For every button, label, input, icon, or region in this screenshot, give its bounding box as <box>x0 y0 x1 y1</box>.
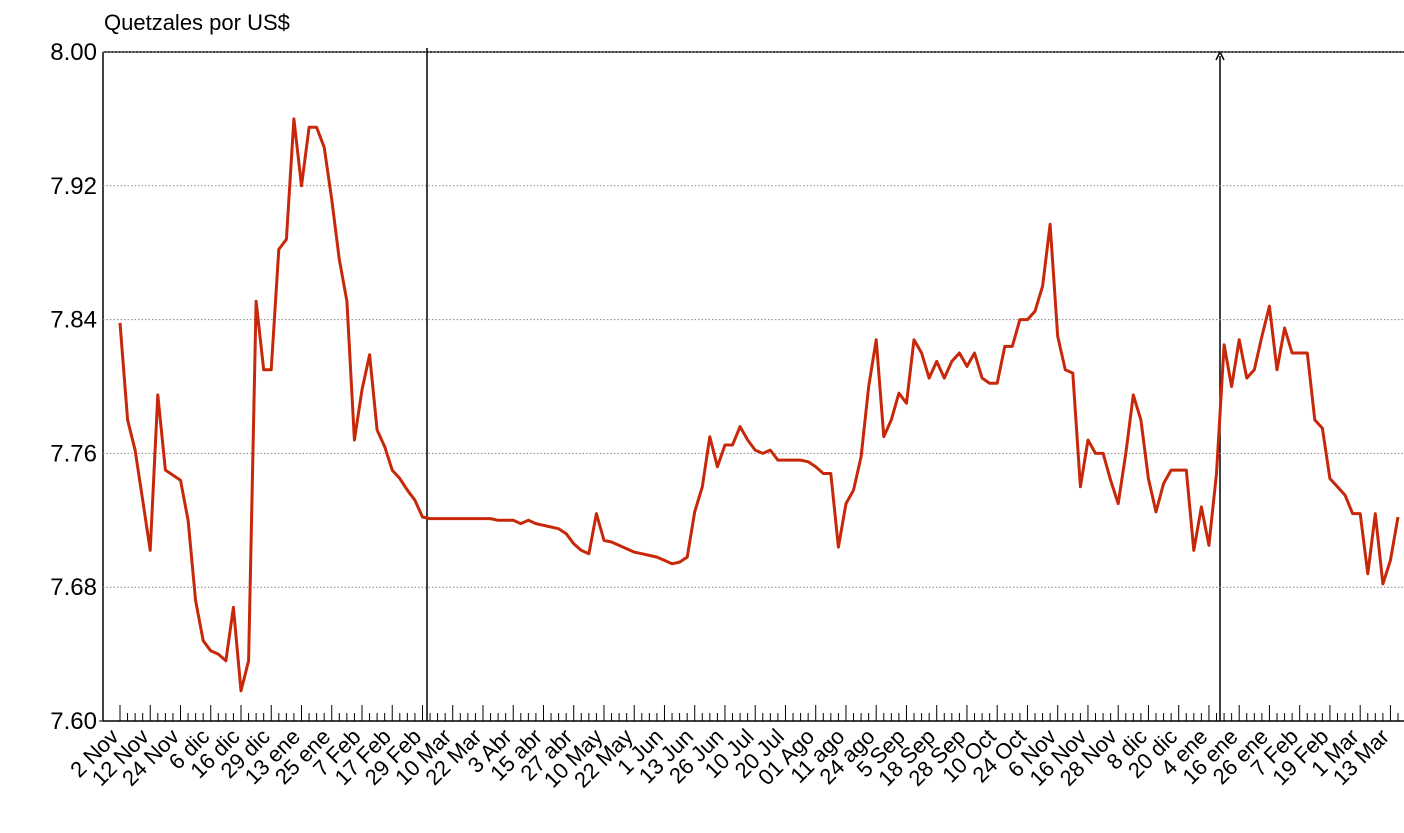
y-tick-label: 7.92 <box>50 173 97 200</box>
y-tick-label: 7.68 <box>50 574 97 601</box>
data-line <box>118 117 1400 693</box>
y-tick-label: 7.60 <box>50 708 97 735</box>
y-tick-label: 7.84 <box>50 307 97 334</box>
y-tick-label: 8.00 <box>50 39 97 66</box>
y-tick-label: 7.76 <box>50 440 97 467</box>
y-axis-title: Quetzales por US$ <box>104 10 290 35</box>
